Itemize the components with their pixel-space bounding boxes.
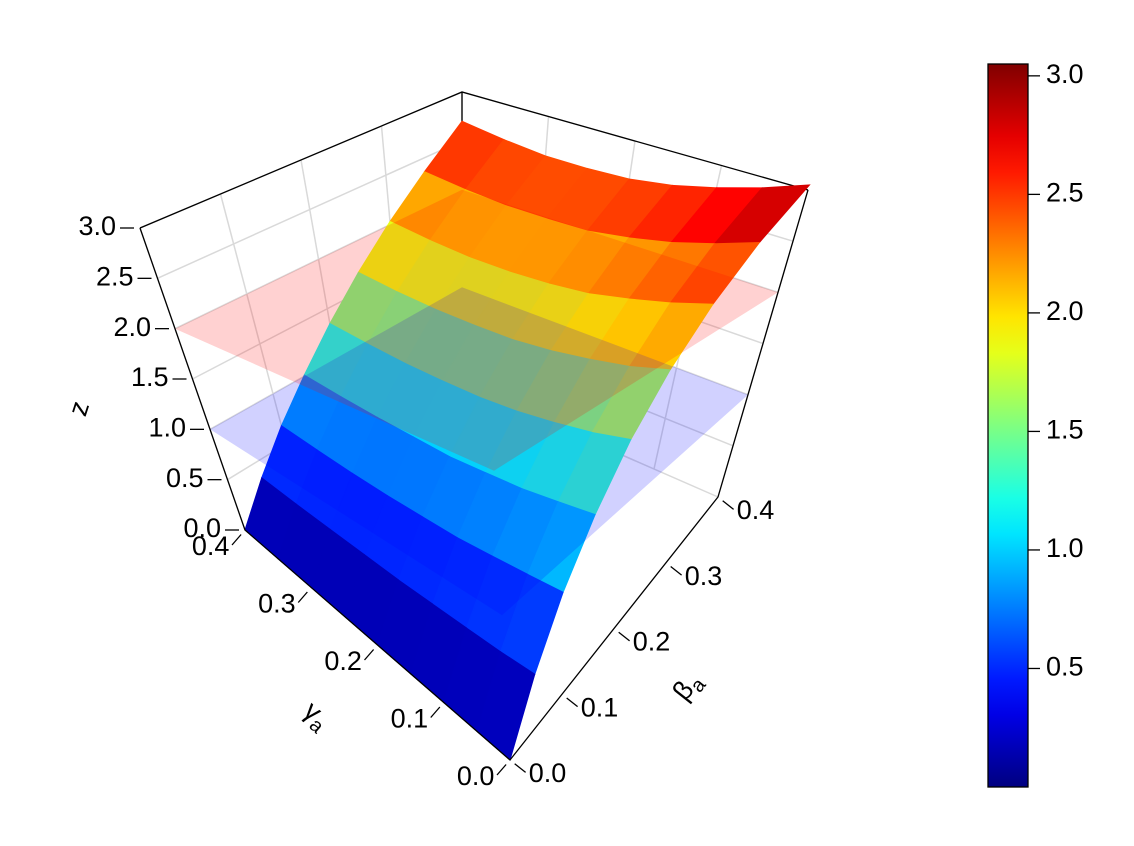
tick-label: 2.5 — [96, 261, 134, 291]
colorbar — [987, 63, 1029, 788]
x-axis-label: βa — [667, 666, 712, 709]
tick-label: 2.0 — [113, 312, 151, 342]
tick-mark — [618, 631, 631, 642]
y-axis-label: γa — [294, 695, 336, 738]
tick-label: 0.4 — [737, 495, 775, 525]
colorbar-tick-label: 2.5 — [1046, 178, 1084, 208]
tick-label: 1.0 — [148, 412, 186, 442]
tick-label: 0.0 — [183, 513, 221, 543]
tick-label: 0.0 — [457, 761, 495, 791]
tick-label: 0.5 — [166, 463, 204, 493]
tick-mark — [297, 591, 308, 603]
tick-mark — [430, 706, 441, 718]
colorbar-tick-label: 2.0 — [1046, 296, 1084, 326]
tick-label: 1.5 — [131, 362, 169, 392]
tick-mark — [722, 500, 735, 510]
tick-mark — [670, 565, 683, 576]
tick-label: 0.1 — [581, 692, 619, 722]
tick-mark — [231, 534, 242, 546]
tick-label: 0.3 — [685, 561, 723, 591]
tick-label: 0.0 — [529, 758, 567, 788]
tick-label: 3.0 — [78, 211, 116, 241]
tick-mark — [514, 763, 527, 773]
colorbar-tick-label: 3.0 — [1046, 59, 1084, 89]
tick-label: 0.2 — [633, 627, 671, 657]
z-axis-label: z — [62, 397, 95, 419]
colorbar-tick-label: 0.5 — [1046, 652, 1084, 682]
colorbar-tick-label: 1.0 — [1046, 533, 1084, 563]
tick-mark — [496, 764, 507, 776]
tick-label: 0.1 — [391, 704, 429, 734]
reference-plane — [210, 287, 748, 616]
tick-mark — [566, 697, 579, 708]
reference-plane — [175, 189, 778, 471]
tick-label: 0.2 — [324, 646, 362, 676]
box-edge — [139, 189, 809, 761]
tick-mark — [364, 649, 375, 661]
tick-label: 0.4 — [192, 531, 230, 561]
colorbar-tick-label: 1.5 — [1046, 415, 1084, 445]
tick-label: 0.3 — [258, 589, 296, 619]
